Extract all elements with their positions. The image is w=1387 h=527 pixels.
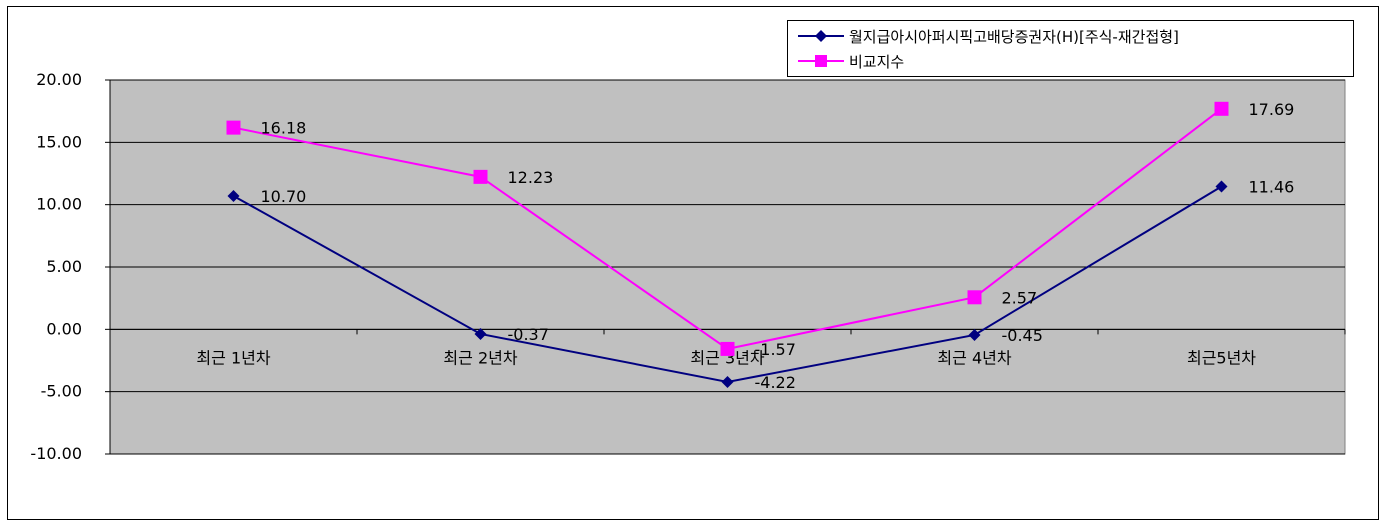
marker-diamond: [1215, 180, 1228, 193]
legend-swatch-fund: [798, 30, 844, 42]
y-axis: 20.00 15.00 10.00 5.00 0.00 -5.00 -10.00: [30, 70, 111, 463]
y-tick-label: 5.00: [46, 257, 82, 276]
y-tick-label: -5.00: [41, 382, 82, 401]
x-tick-label: 최근 2년차: [443, 348, 517, 367]
y-tick-label: 0.00: [46, 319, 82, 338]
marker-diamond: [968, 328, 981, 341]
marker-diamond: [474, 327, 487, 340]
legend-item-fund: 월지급아시아퍼시픽고배당증권자(H)[주식-재간접형]: [788, 24, 1179, 48]
y-tick-label: 20.00: [36, 70, 82, 89]
x-tick-label: 최근 4년차: [937, 348, 1011, 367]
data-label: -0.37: [508, 325, 549, 344]
legend-swatch-benchmark: [798, 55, 844, 67]
legend-label-benchmark: 비교지수: [849, 52, 905, 71]
marker-square: [967, 290, 982, 305]
data-label: -4.22: [755, 373, 796, 392]
data-label: 17.69: [1249, 100, 1295, 119]
data-label: -1.57: [755, 340, 796, 359]
data-label: 12.23: [508, 168, 554, 187]
legend: 월지급아시아퍼시픽고배당증권자(H)[주식-재간접형] 비교지수: [787, 20, 1354, 77]
marker-square: [473, 169, 488, 184]
legend-label-fund: 월지급아시아퍼시픽고배당증권자(H)[주식-재간접형]: [849, 27, 1179, 46]
data-label: 16.18: [261, 119, 307, 138]
marker-square: [226, 120, 241, 135]
marker-diamond: [721, 375, 734, 388]
marker-square: [720, 341, 735, 356]
data-label: -0.45: [1002, 326, 1043, 345]
marker-diamond: [227, 189, 240, 202]
y-tick-label: 15.00: [36, 132, 82, 151]
data-labels: 10.70 -0.37 -4.22 -0.45 11.46 16.18 12.23 -1.57…: [261, 100, 1295, 392]
data-label: 2.57: [1002, 288, 1038, 307]
data-label: 10.70: [261, 187, 307, 206]
marker-square: [1214, 101, 1229, 116]
y-tick-label: 10.00: [36, 195, 82, 214]
data-label: 11.46: [1249, 177, 1295, 196]
x-axis: 최근 1년차 최근 2년차 최근 3년차 최근 4년차 최근5년차: [109, 328, 1346, 367]
legend-item-benchmark: 비교지수: [788, 49, 904, 73]
markers: [226, 101, 1229, 388]
y-tick-label: -10.00: [30, 444, 82, 463]
x-tick-label: 최근5년차: [1187, 348, 1256, 367]
x-tick-label: 최근 3년차: [690, 348, 764, 367]
x-tick-label: 최근 1년차: [196, 348, 270, 367]
